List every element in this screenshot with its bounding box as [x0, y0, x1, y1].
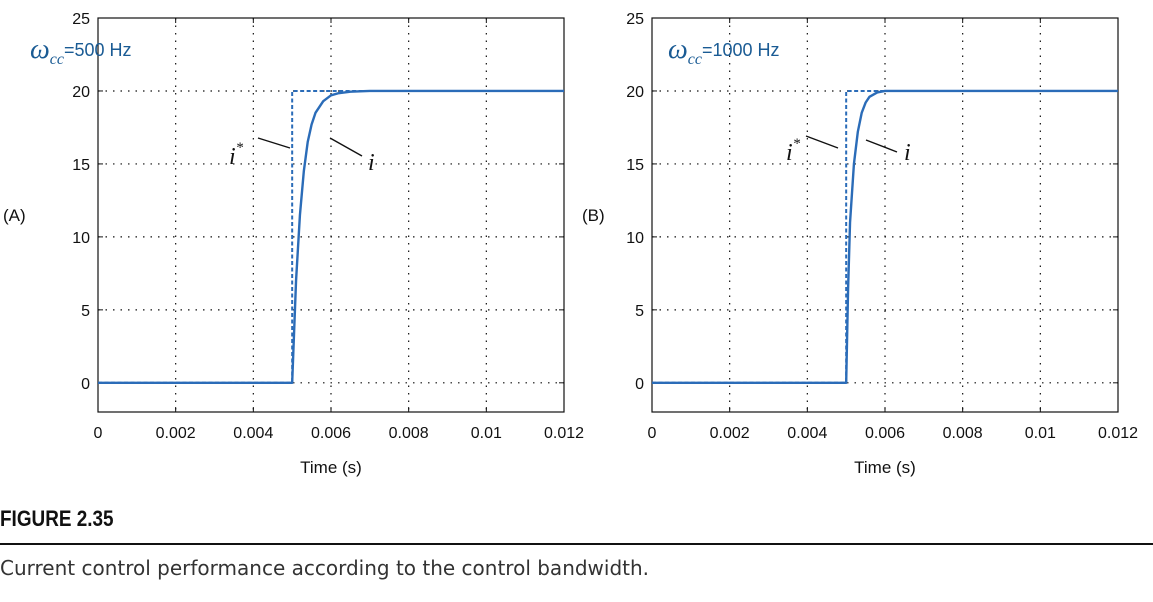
reference-series-label: i*	[229, 140, 244, 170]
x-axis-label: Time (s)	[300, 458, 362, 477]
panel-label: (B)	[582, 206, 605, 225]
x-tick-label: 0.01	[471, 425, 502, 442]
x-tick-label: 0.012	[1098, 425, 1138, 442]
y-tick-label: 5	[81, 303, 90, 320]
response-series-label: i	[904, 140, 911, 166]
series-leader-line	[257, 137, 291, 149]
series-reference-line	[98, 89, 564, 384]
chart-panel-a: 0 0.002 0.004 0.006 0.008 0.01 0.012 0 5 10 15 20 25…	[3, 11, 584, 477]
x-tick-label: 0	[648, 425, 657, 442]
series-response-line	[652, 89, 1118, 385]
figure-number: FIGURE 2.35	[0, 506, 114, 531]
y-tick-label: 25	[626, 11, 644, 28]
series-reference-line	[652, 89, 1118, 384]
chart-panel-b: 0 0.002 0.004 0.006 0.008 0.01 0.012 0 5 10 15 20 25…	[582, 11, 1138, 477]
bandwidth-annotation: ωcc=500 Hz	[30, 34, 132, 68]
x-tick-label: 0.002	[156, 425, 196, 442]
y-tick-label: 25	[72, 11, 90, 28]
response-series-label: i	[368, 150, 375, 176]
figure-caption: Current control performance according to…	[0, 556, 650, 580]
figure-charts: 0 0.002 0.004 0.006 0.008 0.01 0.0120510152025…	[3, 11, 1138, 477]
panel-label: (A)	[3, 206, 26, 225]
x-tick-label: 0.008	[943, 425, 983, 442]
caption-divider	[0, 543, 1153, 545]
series-leader-line	[329, 137, 363, 157]
x-tick-label: 0.012	[544, 425, 584, 442]
x-tick-label: 0.004	[787, 425, 827, 442]
bandwidth-annotation: ωcc=1000 Hz	[668, 34, 780, 68]
series-leader-line	[865, 139, 898, 153]
y-tick-label: 10	[626, 230, 644, 247]
y-tick-label: 20	[626, 84, 644, 101]
y-tick-label: 10	[72, 230, 90, 247]
y-tick-label: 0	[635, 376, 644, 393]
series-response-line	[98, 89, 564, 385]
x-tick-label: 0.004	[233, 425, 273, 442]
plot-frame	[651, 17, 1119, 413]
x-tick-label: 0.008	[389, 425, 429, 442]
series-leader-line	[805, 135, 839, 149]
y-tick-label: 15	[72, 157, 90, 174]
x-tick-label: 0.006	[311, 425, 351, 442]
x-tick-label: 0	[94, 425, 103, 442]
reference-series-label: i*	[786, 136, 801, 166]
plot-frame	[97, 17, 565, 413]
x-tick-label: 0.01	[1025, 425, 1056, 442]
y-tick-label: 15	[626, 157, 644, 174]
y-tick-label: 5	[635, 303, 644, 320]
y-tick-label: 20	[72, 84, 90, 101]
x-tick-label: 0.006	[865, 425, 905, 442]
x-axis-label: Time (s)	[854, 458, 916, 477]
y-tick-label: 0	[81, 376, 90, 393]
x-tick-label: 0.002	[710, 425, 750, 442]
